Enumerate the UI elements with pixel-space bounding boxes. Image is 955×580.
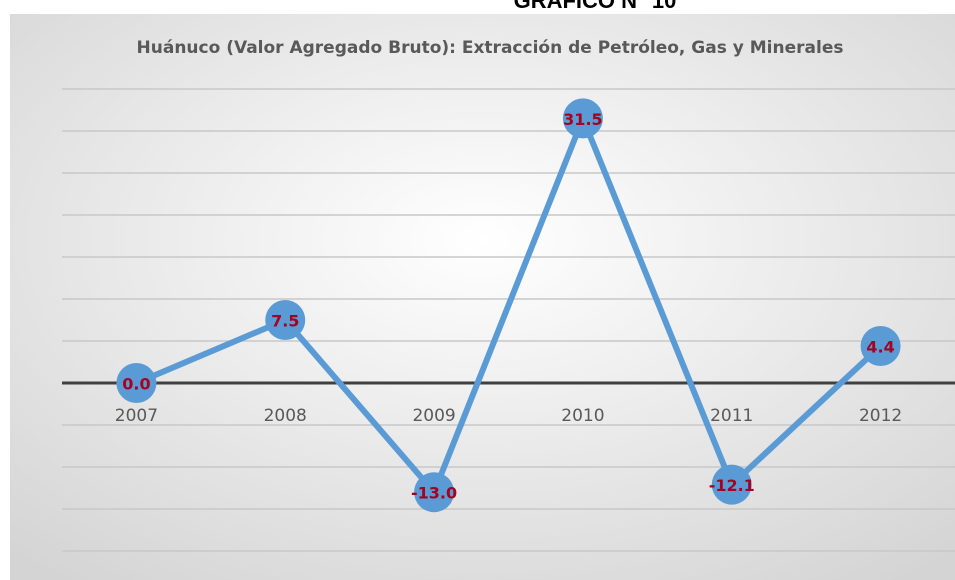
marker	[116, 363, 157, 403]
x-tick-label: 2010	[561, 406, 604, 426]
data-label: 7.5	[271, 312, 299, 331]
marker	[265, 300, 306, 340]
data-label: 31.5	[563, 110, 602, 129]
data-label: -13.0	[411, 484, 457, 503]
marker	[860, 326, 901, 367]
marker	[711, 464, 752, 505]
x-tick-label: 2012	[859, 406, 902, 426]
chart-title: Huánuco (Valor Agregado Bruto): Extracci…	[137, 38, 844, 58]
line	[135, 115, 883, 496]
data-label: -12.1	[709, 476, 755, 495]
x-tick-label: 2007	[115, 406, 158, 426]
data-label: 0.0	[122, 375, 150, 394]
x-tick-label: 2009	[412, 406, 455, 426]
data-label: 4.4	[866, 338, 894, 357]
x-tick-label: 2011	[710, 406, 753, 426]
marker	[414, 472, 455, 513]
x-tick-label: 2008	[264, 406, 307, 426]
marker	[562, 98, 603, 139]
page-title: GRÁFICO N° 10	[514, 0, 677, 13]
chart-area	[10, 14, 955, 580]
